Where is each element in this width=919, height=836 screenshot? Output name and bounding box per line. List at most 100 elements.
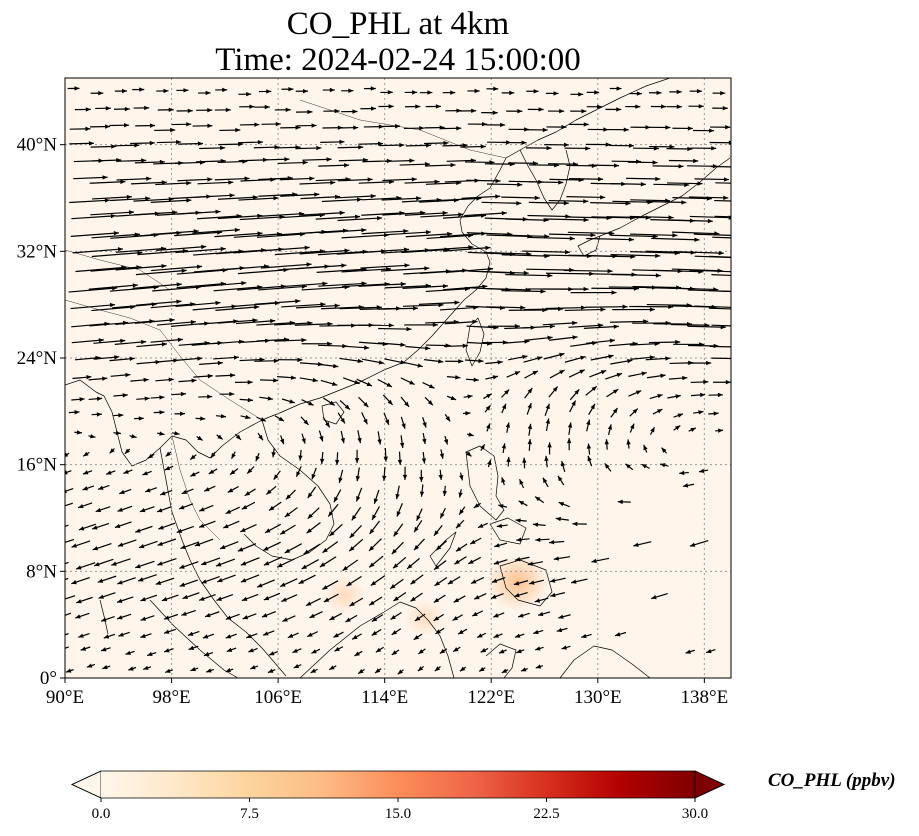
wind-arrow <box>368 555 384 568</box>
wind-arrow <box>486 305 526 310</box>
wind-arrow <box>486 423 491 432</box>
wind-arrow <box>123 469 133 475</box>
tick-label-lon: 106°E <box>254 687 302 708</box>
coastline-mainland-asia <box>65 78 671 467</box>
wind-arrow <box>646 200 687 205</box>
wind-arrow <box>501 443 507 454</box>
wind-arrow <box>517 612 530 618</box>
wind-arrow <box>337 216 383 222</box>
wind-arrow <box>278 281 328 288</box>
tick-label-lon: 138°E <box>681 687 729 708</box>
wind-arrow <box>198 520 216 528</box>
wind-arrow <box>501 403 507 414</box>
wind-arrow <box>586 443 592 455</box>
wind-arrow <box>246 633 258 639</box>
wind-arrow <box>571 578 588 584</box>
wind-arrow <box>483 393 492 400</box>
wind-arrow <box>382 466 387 481</box>
wind-arrow <box>351 506 362 521</box>
wind-arrow <box>617 499 631 505</box>
coastline-andaman <box>99 599 109 635</box>
wind-arrow <box>318 430 324 442</box>
wind-arrow <box>130 377 149 383</box>
wind-arrow <box>140 594 158 602</box>
coastline-newguinea <box>559 645 651 678</box>
wind-arrow <box>129 434 137 439</box>
coastline-visayas <box>489 517 527 545</box>
wind-arrow <box>215 305 260 311</box>
wind-arrow <box>446 375 461 380</box>
map-frame <box>64 77 732 679</box>
wind-arrow <box>318 163 350 168</box>
wind-arrow <box>260 378 279 383</box>
wind-arrow <box>277 375 297 380</box>
wind-arrow <box>498 504 508 509</box>
wind-arrow <box>337 145 364 150</box>
wind-arrow <box>171 122 192 127</box>
wind-arrow <box>528 236 575 241</box>
wind-arrow <box>455 543 468 552</box>
wind-arrow <box>569 122 589 127</box>
wind-arrow <box>378 104 394 109</box>
wind-arrow <box>609 86 622 91</box>
wind-arrow <box>568 369 586 378</box>
wind-arrow <box>172 431 180 436</box>
wind-arrow <box>295 466 302 478</box>
wind-arrow <box>481 270 529 276</box>
wind-arrow <box>404 210 448 216</box>
wind-arrow <box>161 594 179 602</box>
wind-arrow <box>382 177 417 182</box>
wind-arrow <box>109 448 115 454</box>
wind-arrow <box>406 557 420 570</box>
map-title-line1: CO_PHL at 4km <box>286 6 510 42</box>
wind-arrow <box>570 290 617 295</box>
colorbar-tick-label: 0.0 <box>92 806 111 822</box>
wind-arrow <box>494 542 508 548</box>
wind-arrow <box>525 145 552 151</box>
wind-arrow <box>216 434 224 440</box>
wind-arrow <box>421 451 427 464</box>
wind-arrow <box>132 87 145 92</box>
wind-arrow <box>70 231 119 237</box>
wind-arrow <box>361 229 409 235</box>
map-background <box>65 78 731 678</box>
wind-arrow <box>410 574 424 585</box>
wind-arrow <box>118 631 130 637</box>
wind-arrow <box>533 629 544 635</box>
wind-arrow <box>333 631 344 638</box>
wind-arrow <box>569 400 577 413</box>
wind-arrow <box>501 389 510 398</box>
wind-arrow <box>157 538 177 546</box>
wind-arrow <box>139 506 155 513</box>
wind-arrow <box>103 633 116 639</box>
wind-arrow <box>424 359 444 364</box>
wind-arrow <box>210 451 216 459</box>
wind-arrow <box>629 91 642 96</box>
wind-arrow <box>135 299 182 306</box>
wind-arrow <box>464 211 507 217</box>
wind-arrow <box>566 195 606 200</box>
wind-arrow <box>78 632 90 638</box>
wind-arrow <box>652 164 684 169</box>
wind-arrow <box>685 649 695 654</box>
wind-arrow <box>439 648 448 655</box>
wind-arrow <box>485 360 503 365</box>
wind-arrow <box>95 106 111 111</box>
wind-arrow <box>628 390 642 397</box>
wind-arrow <box>505 217 549 223</box>
wind-arrow <box>444 343 468 348</box>
wind-arrow <box>65 502 73 507</box>
wind-arrow <box>708 392 723 398</box>
wind-arrow <box>196 107 213 113</box>
wind-arrow <box>334 452 340 465</box>
wind-arrow <box>585 338 616 344</box>
wind-arrow <box>138 540 158 549</box>
wind-arrow <box>262 630 275 636</box>
wind-arrow <box>341 88 354 93</box>
wind-arrow <box>280 125 301 130</box>
wind-arrow <box>583 324 619 329</box>
wind-arrow <box>454 556 467 565</box>
wind-arrow <box>208 468 218 475</box>
wind-arrow <box>493 612 505 618</box>
wind-arrow <box>130 140 155 146</box>
